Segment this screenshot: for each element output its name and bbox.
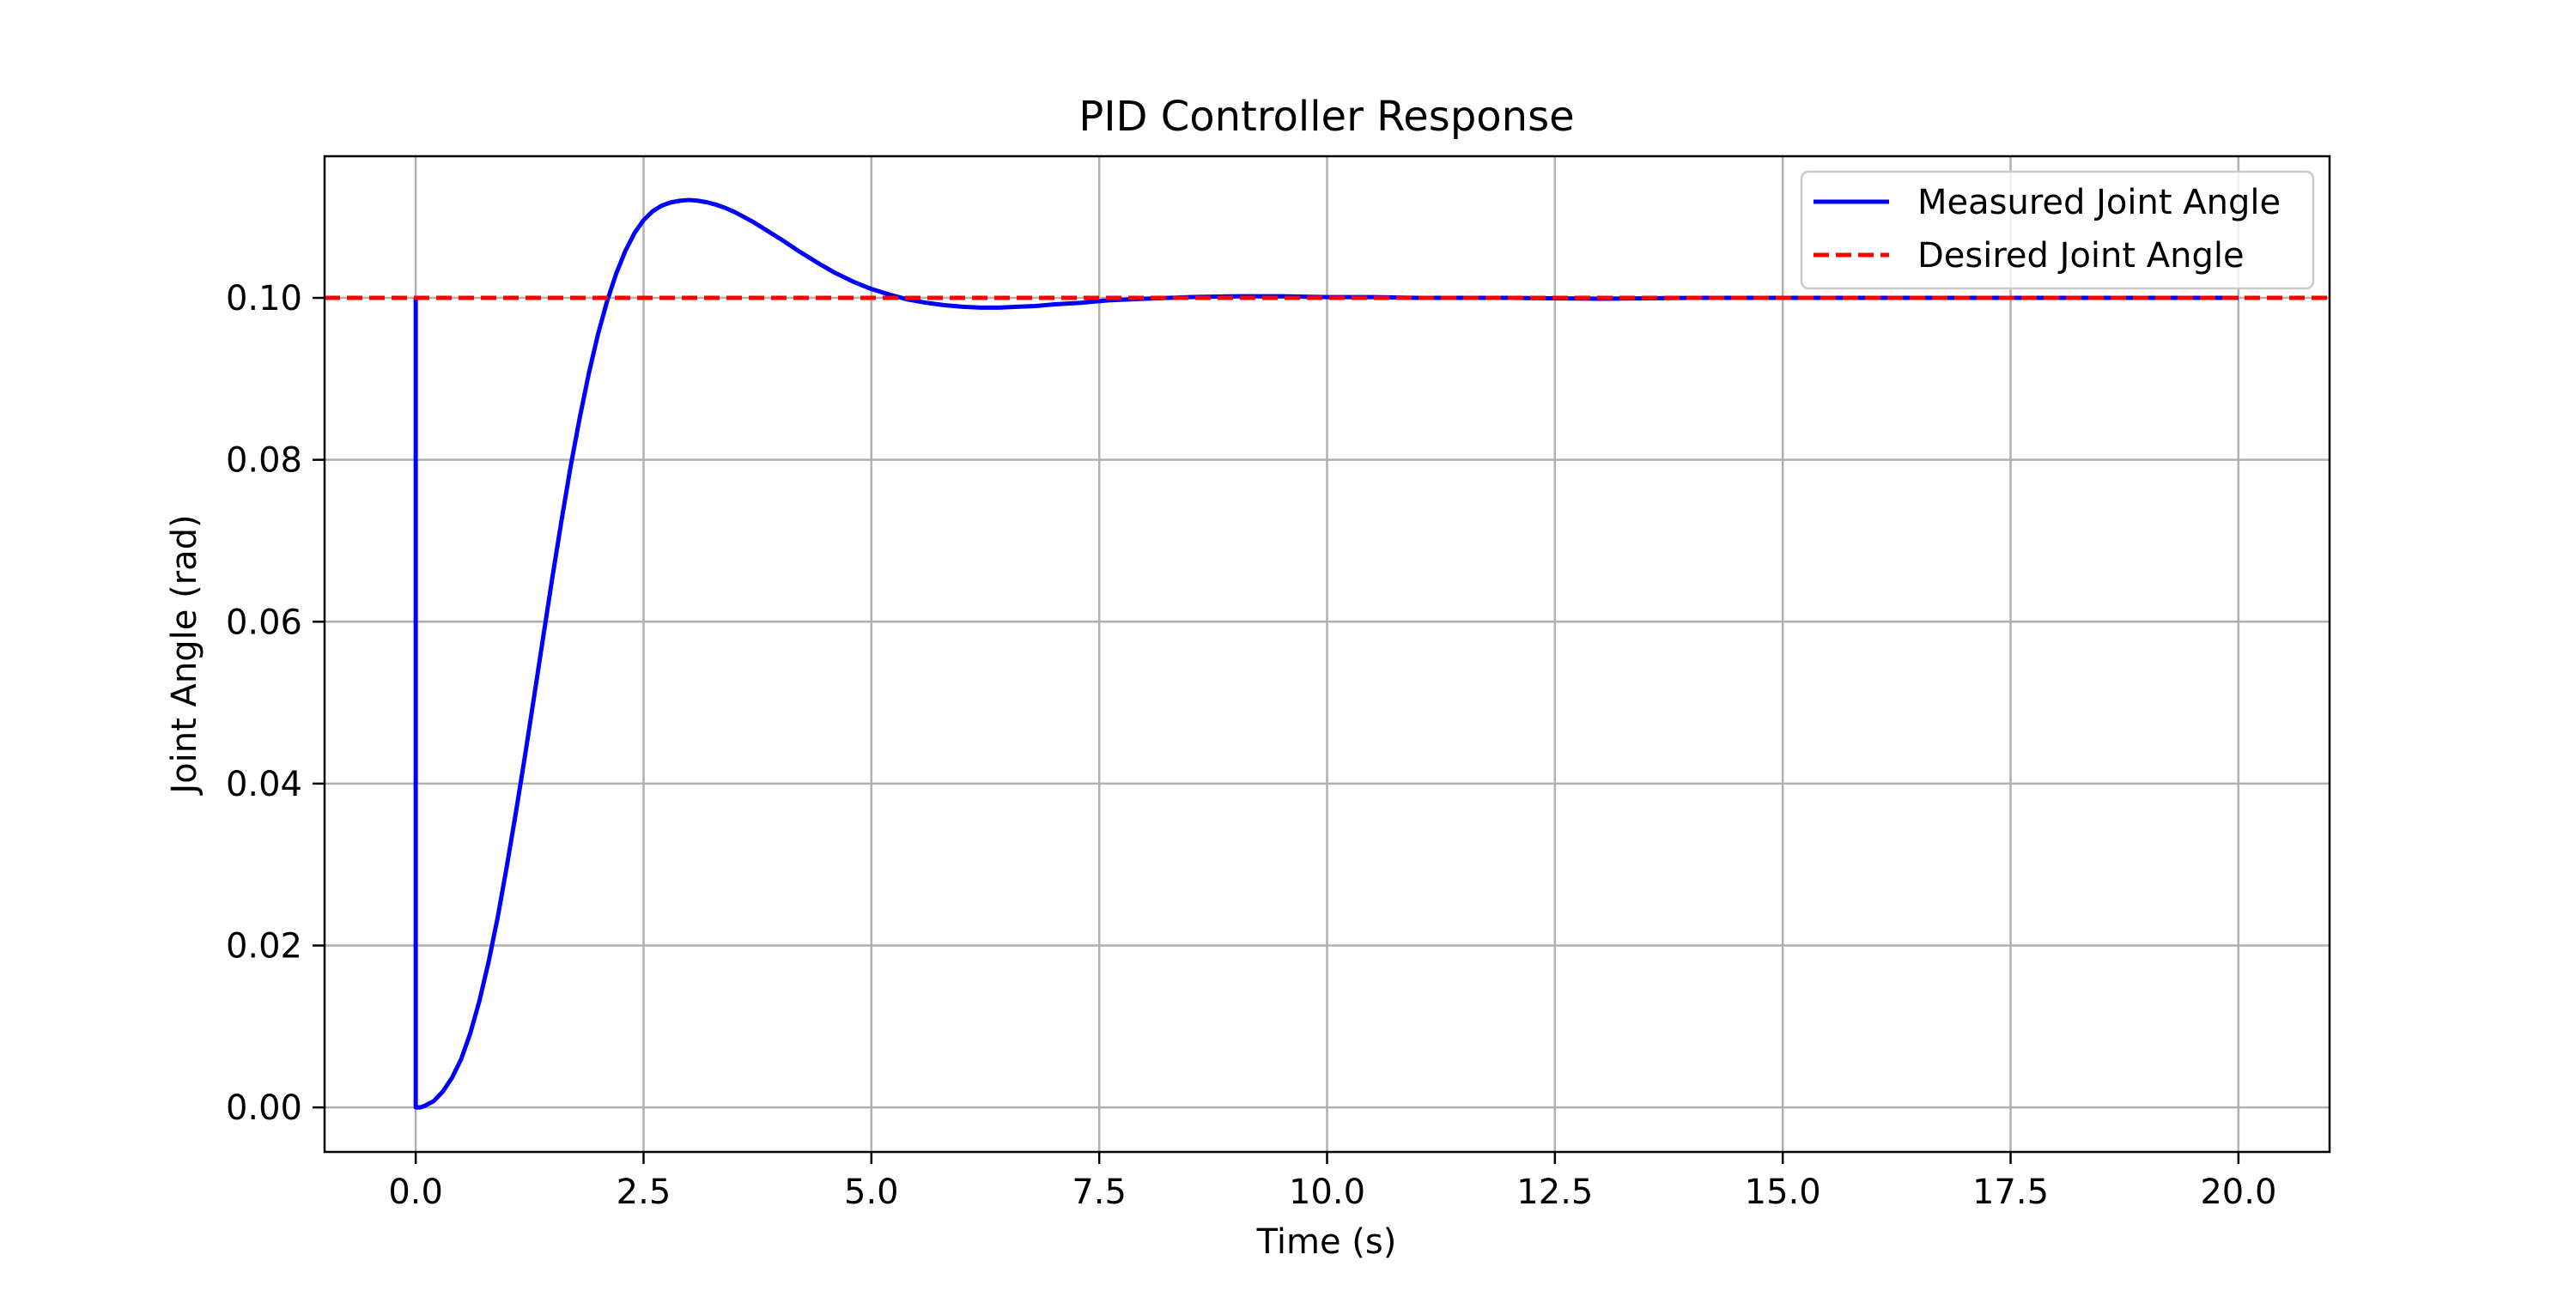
x-tick-label: 17.5	[1972, 1173, 2049, 1212]
series-line-measured	[413, 197, 2239, 1110]
y-axis-label: Joint Angle (rad)	[165, 514, 204, 796]
x-tick-label: 2.5	[617, 1173, 671, 1212]
chart-title: PID Controller Response	[1078, 93, 1574, 141]
legend-label-desired: Desired Joint Angle	[1917, 236, 2245, 276]
x-tick-label: 12.5	[1516, 1173, 1593, 1212]
y-tick-label: 0.02	[226, 927, 302, 967]
x-tick-label: 15.0	[1745, 1173, 1821, 1212]
x-tick-label: 7.5	[1072, 1173, 1127, 1212]
legend: Measured Joint Angle Desired Joint Angle	[1800, 170, 2315, 290]
x-tick-label: 20.0	[2200, 1173, 2276, 1212]
legend-label-measured: Measured Joint Angle	[1917, 183, 2281, 222]
x-tick-label: 0.0	[388, 1173, 443, 1212]
y-tick-label: 0.06	[226, 603, 302, 642]
y-tick-label: 0.10	[226, 279, 302, 318]
x-tick-label: 5.0	[844, 1173, 899, 1212]
y-tick-label: 0.08	[226, 441, 302, 481]
x-tick-label: 10.0	[1289, 1173, 1365, 1212]
x-axis-label: Time (s)	[1256, 1222, 1397, 1262]
legend-box	[1800, 170, 2315, 290]
y-axis-ticks: 0.00 0.02 0.04 0.06 0.08 0.10	[226, 279, 325, 1128]
series-layer	[325, 197, 2330, 1110]
y-tick-label: 0.04	[226, 765, 302, 804]
y-tick-label: 0.00	[226, 1088, 302, 1128]
x-axis-ticks: 0.0 2.5 5.0 7.5 10.0 12.5 15.0 17.5 20.0	[388, 1152, 2276, 1212]
